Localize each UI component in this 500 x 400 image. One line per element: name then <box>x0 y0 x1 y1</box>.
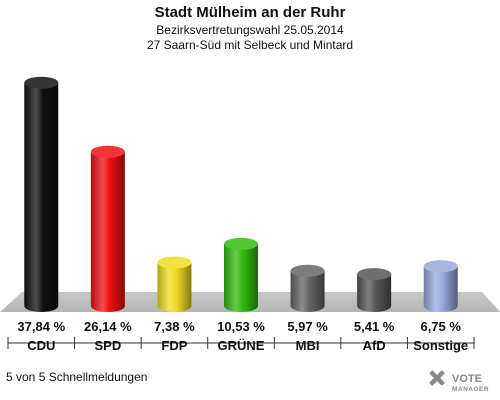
bar-top-cap <box>24 76 59 89</box>
logo-text-line2: MANAGER <box>452 386 489 393</box>
value-label: 5,97 % <box>287 319 328 334</box>
value-label: 37,84 % <box>17 319 65 334</box>
bar-afd <box>357 268 392 312</box>
value-label: 6,75 % <box>420 319 461 334</box>
bar-body <box>224 243 258 312</box>
bar-top-cap <box>423 260 458 273</box>
bar-body <box>423 266 458 312</box>
bar-top-cap <box>157 256 192 269</box>
category-label: AfD <box>363 338 386 353</box>
vote-manager-logo: VOTE MANAGER <box>429 370 489 393</box>
axis-ticks-group <box>7 337 475 349</box>
bar-top-cap <box>290 264 325 277</box>
logo-mark-icon <box>429 370 445 386</box>
bar-grüne <box>224 237 258 312</box>
bar-mbi <box>290 264 325 312</box>
value-label: 7,38 % <box>154 319 195 334</box>
category-label: Sonstige <box>413 338 468 353</box>
bar-body <box>357 274 392 312</box>
bar-fdp <box>157 256 192 312</box>
bar-spd <box>90 145 125 312</box>
bar-sonstige <box>423 260 458 312</box>
category-label: FDP <box>161 338 187 353</box>
bar-top-cap <box>357 268 392 281</box>
chart-subtitle-date: Bezirksvertretungswahl 25.05.2014 <box>156 23 344 37</box>
bar-body <box>90 151 125 312</box>
bar-body <box>290 270 325 312</box>
chart-title: Stadt Mülheim an der Ruhr <box>155 4 346 21</box>
category-labels-group: CDU SPD FDP GRÜNE MBI AfD Sonstige <box>27 338 468 353</box>
bar-top-cap <box>90 145 125 158</box>
chart-subtitle-district: 27 Saarn-Süd mit Selbeck und Mintard <box>147 38 353 52</box>
bar-top-cap <box>224 237 258 250</box>
value-label: 10,53 % <box>217 319 265 334</box>
bar-body <box>157 262 192 312</box>
value-label: 26,14 % <box>84 319 132 334</box>
category-label: GRÜNE <box>218 338 265 353</box>
logo-text-line1: VOTE <box>452 373 482 385</box>
footnote: 5 von 5 Schnellmeldungen <box>6 370 147 384</box>
category-label: MBI <box>296 338 320 353</box>
value-labels-group: 37,84 % 26,14 % 7,38 % 10,53 % 5,97 % 5,41 % 6… <box>17 319 461 334</box>
category-label: SPD <box>94 338 121 353</box>
value-label: 5,41 % <box>354 319 395 334</box>
bars-group <box>24 76 458 312</box>
bar-body <box>24 82 59 312</box>
bar-cdu <box>24 76 59 312</box>
category-label: CDU <box>27 338 55 353</box>
